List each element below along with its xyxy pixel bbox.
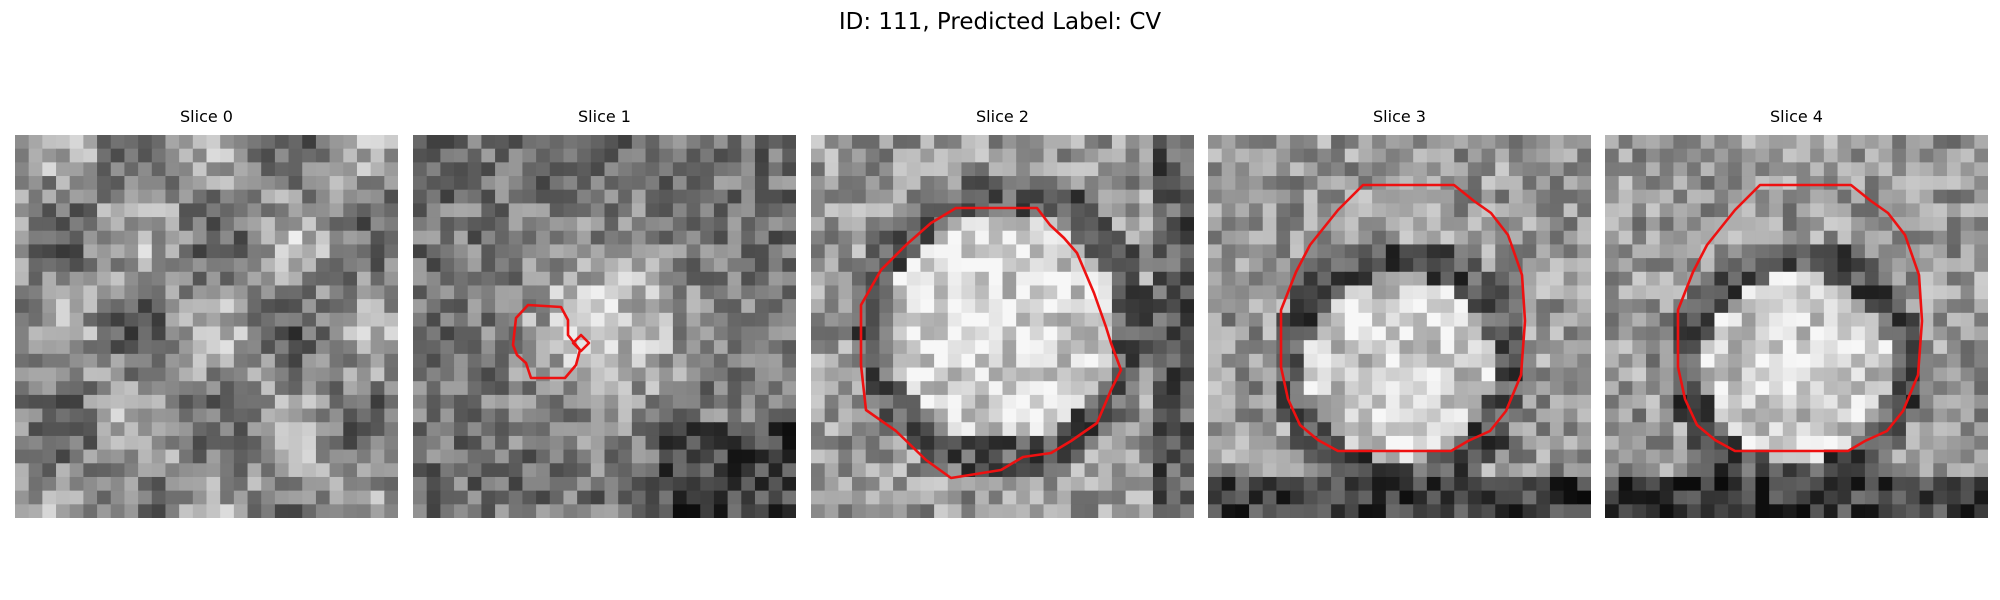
slice-image	[811, 135, 1194, 518]
pixel-grid	[1605, 135, 1988, 518]
octagon-contour	[1676, 183, 1924, 453]
octagon-contour	[1279, 183, 1527, 453]
large-disc-contour	[859, 206, 1123, 480]
slice-title: Slice 3	[1373, 107, 1426, 126]
slice-title: Slice 2	[976, 107, 1029, 126]
slice-panel-3: Slice 3	[1208, 107, 1591, 518]
slice-title: Slice 1	[578, 107, 631, 126]
small-blob-contour	[511, 303, 582, 380]
pixel-grid	[413, 135, 796, 518]
pixel-grid	[1208, 135, 1591, 518]
pixel-grid	[811, 135, 1194, 518]
slice-panel-2: Slice 2	[811, 107, 1194, 518]
slice-image	[413, 135, 796, 518]
slice-panel-1: Slice 1	[413, 107, 796, 518]
tiny-diamond-contour	[571, 333, 591, 353]
slice-title: Slice 4	[1770, 107, 1823, 126]
slice-title: Slice 0	[180, 107, 233, 126]
pixel-grid	[15, 135, 398, 518]
slice-image	[1208, 135, 1591, 518]
slice-image	[15, 135, 398, 518]
slice-image	[1605, 135, 1988, 518]
slice-panel-4: Slice 4	[1605, 107, 1988, 518]
slice-panel-0: Slice 0	[15, 107, 398, 518]
figure-title: ID: 111, Predicted Label: CV	[838, 9, 1162, 35]
